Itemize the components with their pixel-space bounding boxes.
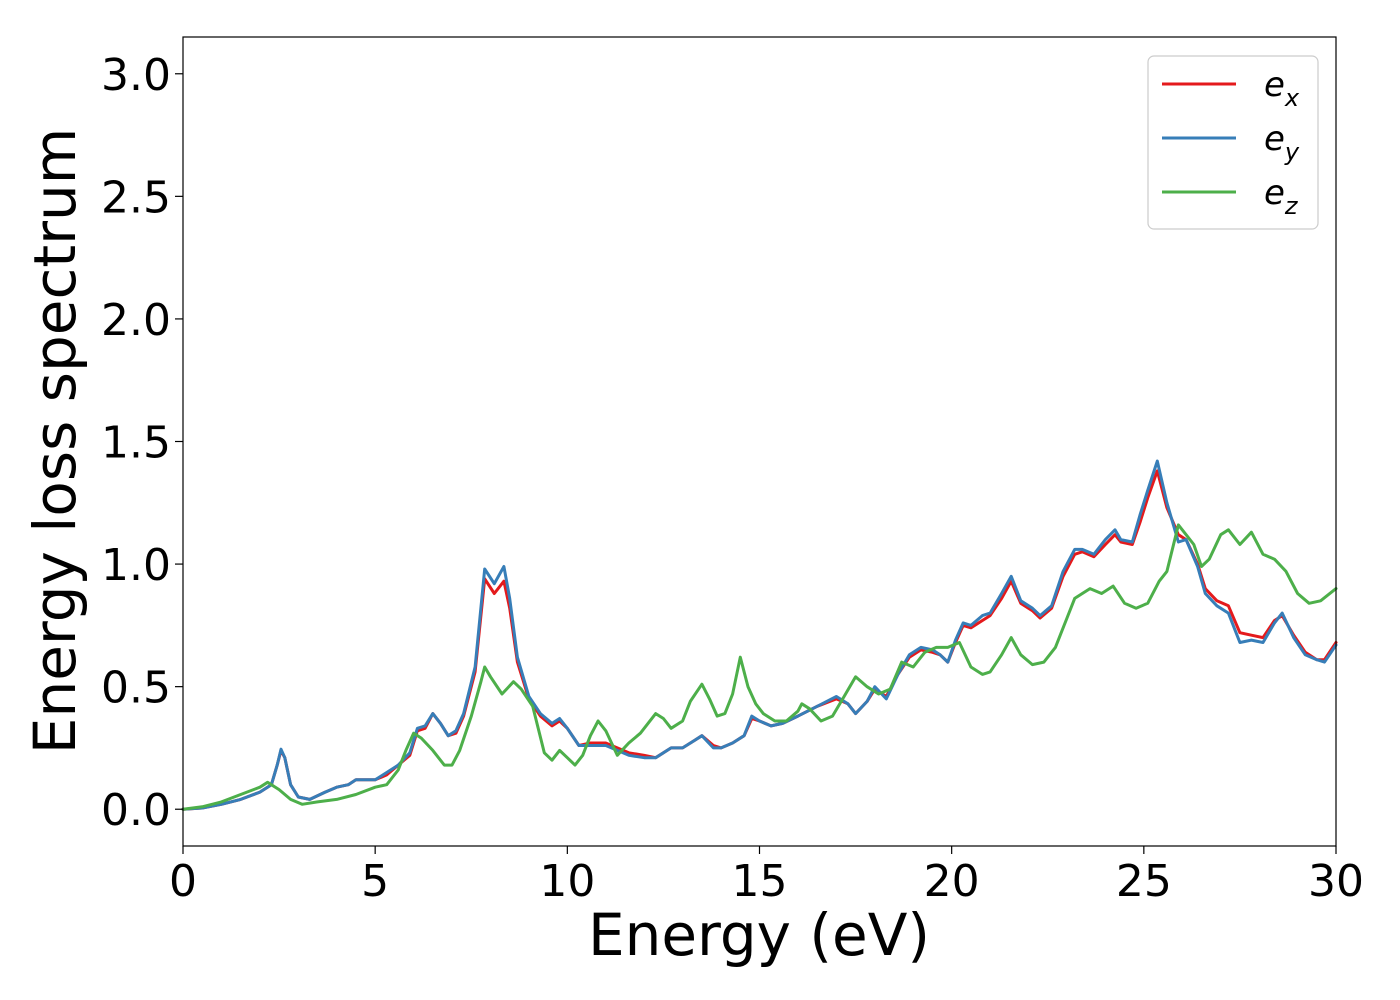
legend-label-subscript: y <box>1284 138 1300 166</box>
series-lines <box>181 459 1338 811</box>
legend-label-base: e <box>1264 173 1285 213</box>
x-tick-label: 0 <box>169 856 197 907</box>
y-tick-label: 1.5 <box>101 418 171 469</box>
legend-label-z: ez <box>1264 173 1299 220</box>
y-tick-label: 3.0 <box>101 50 171 101</box>
y-tick-label: 2.5 <box>101 172 171 223</box>
legend-label-subscript: x <box>1284 84 1300 112</box>
legend-label-x: ex <box>1264 65 1300 112</box>
x-axis-ticks: 0 5 10 15 20 25 30 <box>169 846 1364 907</box>
legend-label-subscript: z <box>1284 192 1299 220</box>
y-tick-label: 0.0 <box>101 785 171 836</box>
y-axis-ticks: 0.0 0.5 1.0 1.5 2.0 2.5 3.0 <box>101 50 183 836</box>
x-tick-label: 5 <box>361 856 389 907</box>
x-tick-label: 15 <box>732 856 788 907</box>
x-tick-label: 20 <box>924 856 980 907</box>
y-axis-label: Energy loss spectrum <box>21 128 89 754</box>
x-axis-label: Energy (eV) <box>588 901 930 969</box>
x-tick-label: 30 <box>1308 856 1364 907</box>
legend-box <box>1147 55 1319 230</box>
legend-label-y: ey <box>1264 119 1300 166</box>
x-tick-label: 25 <box>1116 856 1172 907</box>
legend-label-base: e <box>1264 119 1285 159</box>
x-tick-label: 10 <box>539 856 595 907</box>
legend-label-base: e <box>1264 65 1285 105</box>
series-line-z <box>181 523 1338 811</box>
y-tick-label: 0.5 <box>101 663 171 714</box>
y-tick-label: 2.0 <box>101 295 171 346</box>
y-tick-label: 1.0 <box>101 540 171 591</box>
